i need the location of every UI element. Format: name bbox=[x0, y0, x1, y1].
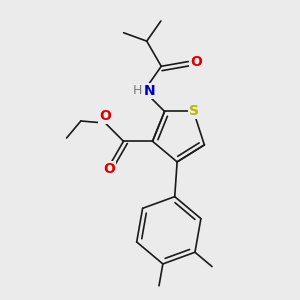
Text: S: S bbox=[188, 104, 199, 118]
Text: O: O bbox=[103, 162, 116, 176]
Text: O: O bbox=[190, 55, 202, 68]
Text: O: O bbox=[99, 109, 111, 123]
Text: H: H bbox=[133, 84, 142, 98]
Text: N: N bbox=[143, 84, 155, 98]
